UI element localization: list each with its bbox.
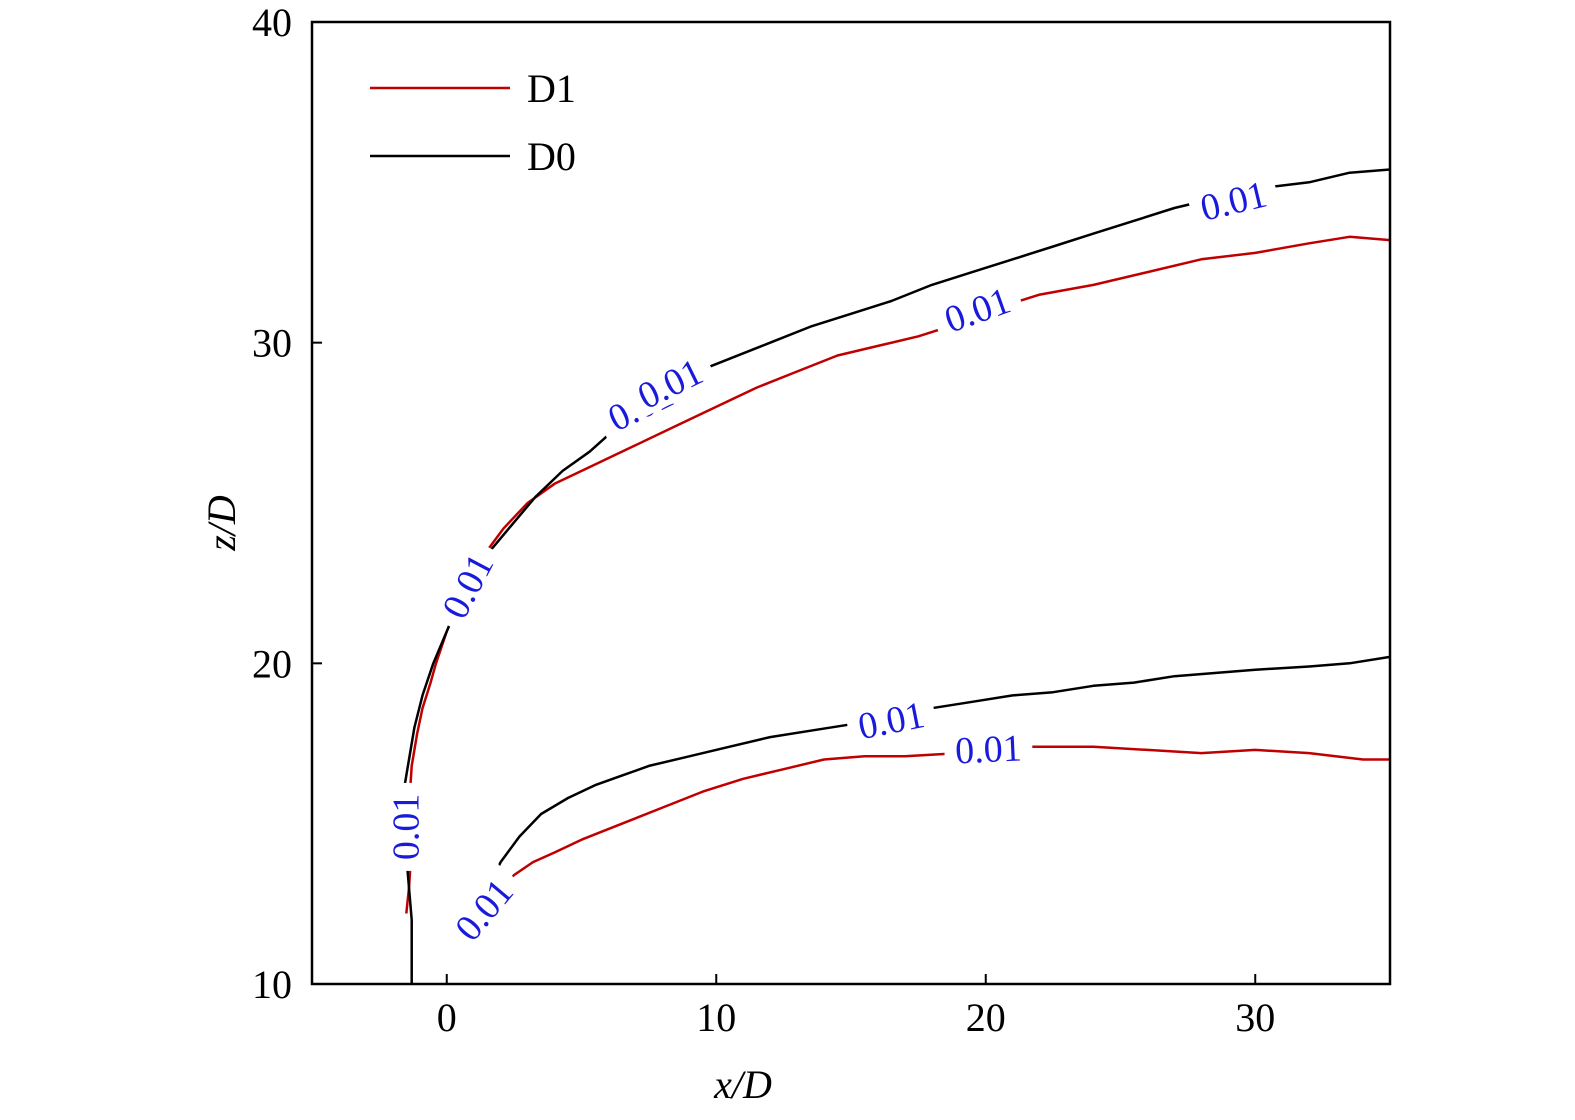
contour-label-bg (1185, 170, 1281, 230)
x-tick-label: 30 (1235, 995, 1275, 1040)
x-tick-label: 20 (966, 995, 1006, 1040)
contour-label-bg (621, 345, 718, 420)
legend-label-d1: D1 (527, 66, 576, 111)
contour-label-group: 0.01 (439, 862, 527, 956)
plot-lines (402, 168, 1391, 984)
contour-label-bg (928, 275, 1026, 343)
y-tick-label: 10 (252, 962, 292, 1007)
contour-label-group: 0.01 (943, 725, 1034, 772)
x-tick-label: 0 (437, 995, 457, 1040)
contour-label-bg (439, 862, 527, 956)
legend-label-d0: D0 (527, 134, 576, 179)
y-tick-label: 20 (252, 641, 292, 686)
y-tick-label: 30 (252, 321, 292, 366)
contour-label: 0.01 (855, 694, 928, 748)
contour-line-d0 (486, 655, 1391, 892)
contour-label-bg (843, 690, 939, 748)
axis-ticks: 0 10 20 30 10 20 30 40 (252, 0, 1275, 1040)
contour-line-d1 (499, 745, 1390, 892)
contour-label-group: 0.01 (928, 275, 1026, 343)
contour-label-bg (428, 537, 505, 634)
contour-labels: 0.010.010.010.010.010.010.010.010.01 (384, 170, 1281, 956)
contour-label-group: 0.01 (843, 690, 939, 748)
legend: D1 D0 (370, 66, 576, 179)
contour-line-d0 (402, 168, 1391, 984)
contour-label: 0.01 (954, 727, 1022, 772)
contour-label-bg (943, 725, 1034, 770)
contour-label: 0.01 (1196, 173, 1270, 229)
contour-label-group: 0.01 (384, 782, 427, 871)
y-tick-label: 40 (252, 0, 292, 45)
contour-label: 0.01 (385, 794, 427, 861)
x-tick-label: 10 (696, 995, 736, 1040)
contour-label-group: 0.01 (1185, 170, 1281, 230)
contour-label: 0.01 (939, 280, 1016, 342)
y-axis-label: z/D (199, 495, 244, 552)
contour-label-group: 0.01 (428, 537, 505, 634)
plot-frame (310, 20, 1392, 986)
x-axis-label: x/D (713, 1062, 772, 1107)
contour-line-d1 (405, 235, 1391, 914)
contour-label-bg (384, 782, 425, 871)
